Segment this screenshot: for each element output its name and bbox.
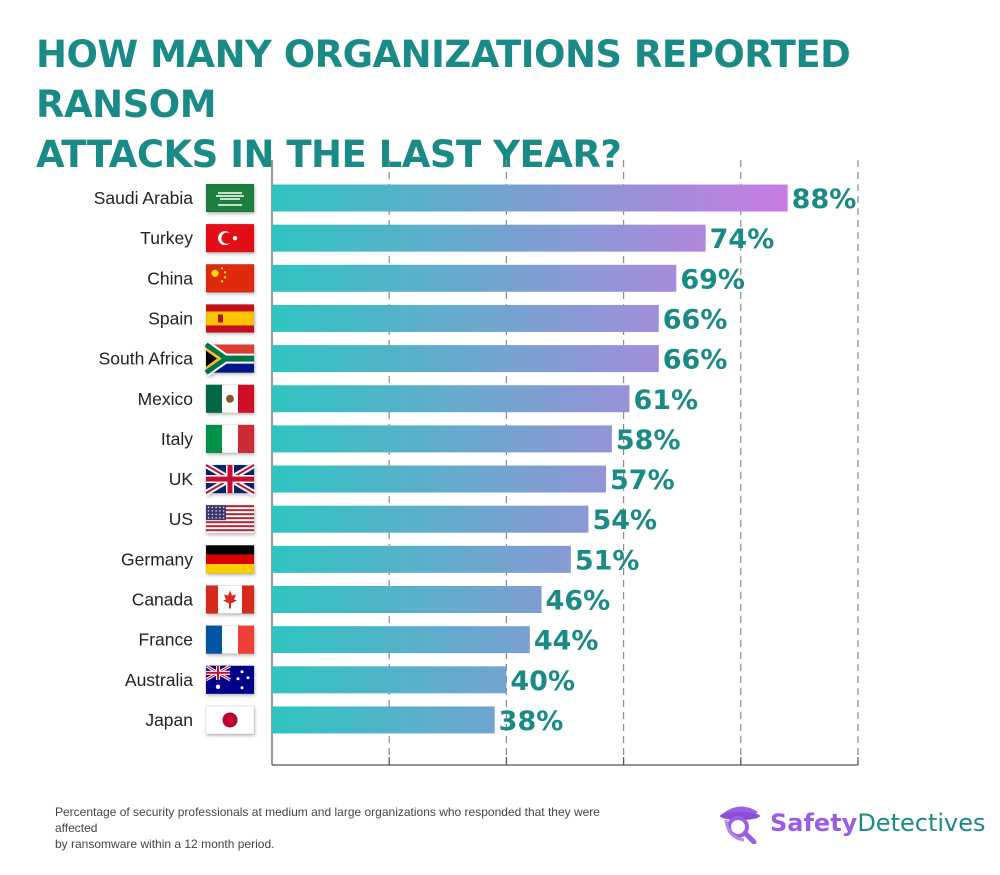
footnote-line-1: Percentage of security professionals at … <box>55 805 600 835</box>
category-label: Germany <box>121 549 193 569</box>
footnote: Percentage of security professionals at … <box>55 804 615 852</box>
value-label: 74% <box>710 224 775 255</box>
category-label: Italy <box>161 429 193 449</box>
category-label: Turkey <box>140 228 193 248</box>
bar <box>272 706 495 734</box>
flag-mexico-icon <box>205 384 255 414</box>
category-label: Australia <box>125 670 193 690</box>
flag-germany-icon <box>205 544 255 574</box>
detective-icon <box>720 806 760 845</box>
value-label: 61% <box>633 385 698 416</box>
category-label: Saudi Arabia <box>94 188 194 208</box>
flag-uk-icon <box>204 462 256 496</box>
flag-japan-icon <box>205 705 255 735</box>
bar <box>272 385 630 413</box>
value-label: 46% <box>546 586 611 617</box>
flag-france-icon <box>205 625 255 655</box>
brand-name-part-2: Detectives <box>857 809 986 837</box>
bar <box>272 345 659 373</box>
flag-turkey-icon <box>205 223 255 253</box>
flag-china-icon <box>205 263 255 293</box>
value-label: 44% <box>534 626 599 657</box>
flag-australia-icon <box>205 664 255 695</box>
bar <box>272 465 607 493</box>
footnote-line-2: by ransomware within a 12 month period. <box>55 837 275 851</box>
flag-south-africa-icon <box>203 340 255 377</box>
safety-detectives-logo: SafetyDetectives <box>716 800 986 845</box>
bar <box>272 184 788 212</box>
value-label: 51% <box>575 545 640 576</box>
bar <box>272 545 571 573</box>
value-label: 69% <box>680 264 745 295</box>
category-label: Canada <box>132 590 194 610</box>
value-label: 66% <box>663 304 728 335</box>
category-label: France <box>139 630 193 650</box>
flag-spain-icon <box>205 304 255 333</box>
value-label: 66% <box>663 345 728 376</box>
brand-name-part-1: Safety <box>770 809 858 837</box>
category-label: Spain <box>148 308 193 328</box>
value-label: 88% <box>792 184 857 215</box>
bar <box>272 304 659 332</box>
bar-chart: 88% Saudi Arabia 74% Turkey 69% China 66% Spain… <box>94 160 859 766</box>
bar <box>272 224 706 252</box>
flag-us-icon <box>205 504 255 534</box>
category-label: China <box>147 268 193 288</box>
bar <box>272 626 530 654</box>
bar <box>272 666 507 694</box>
flag-italy-icon <box>205 424 255 454</box>
flag-canada-icon <box>205 585 255 614</box>
chart-title-line-2: ATTACKS IN THE LAST YEAR? <box>36 133 622 176</box>
flag-saudi-arabia-icon <box>205 183 255 213</box>
chart-title-line-1: HOW MANY ORGANIZATIONS REPORTED RANSOM <box>36 33 851 126</box>
brand-name: SafetyDetectives <box>770 809 986 837</box>
bar <box>272 264 677 292</box>
category-label: US <box>169 509 193 529</box>
category-label: Mexico <box>138 389 193 409</box>
value-label: 58% <box>616 425 681 456</box>
value-label: 40% <box>510 666 575 697</box>
value-label: 57% <box>610 465 675 496</box>
value-label: 38% <box>499 706 564 737</box>
category-label: Japan <box>145 710 193 730</box>
category-label: South Africa <box>99 349 194 369</box>
chart-title: HOW MANY ORGANIZATIONS REPORTED RANSOM A… <box>36 30 976 180</box>
bar <box>272 586 542 613</box>
bar <box>272 505 589 533</box>
category-label: UK <box>169 469 194 489</box>
bar <box>272 425 612 453</box>
value-label: 54% <box>592 505 657 536</box>
